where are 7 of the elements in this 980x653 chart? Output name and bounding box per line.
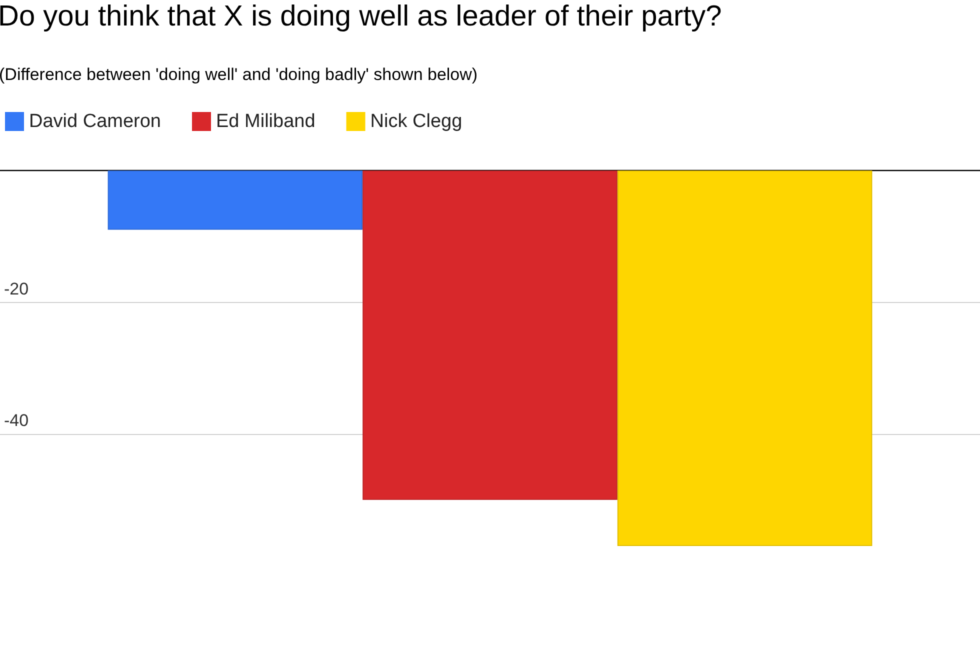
legend-label: Nick Clegg [370, 111, 462, 132]
chart-subtitle: (Difference between 'doing well' and 'doing badly' shown below) [0, 65, 478, 84]
legend-label: Ed Miliband [216, 111, 316, 132]
legend-label: David Cameron [29, 111, 161, 132]
y-tick-label: -40 [4, 411, 29, 430]
y-tick-label: -20 [4, 279, 29, 298]
chart-title: Do you think that X is doing well as leader of their party? [0, 0, 722, 32]
